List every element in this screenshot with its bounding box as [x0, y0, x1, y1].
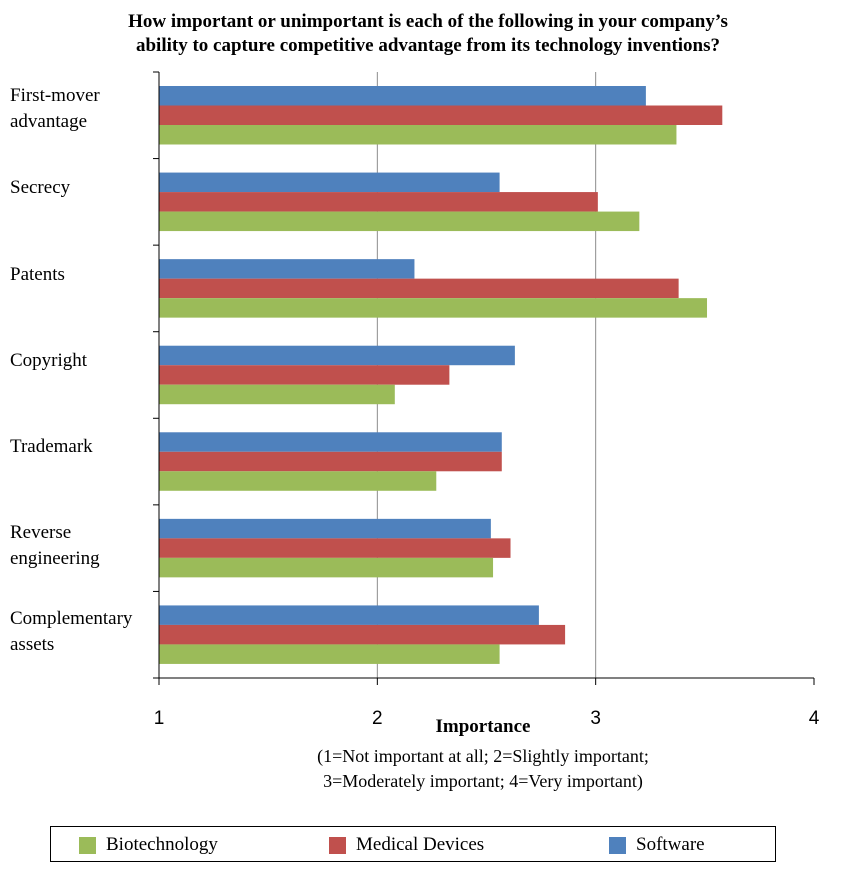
category-label-line: Secrecy: [10, 177, 71, 198]
bar-software-1: [159, 86, 646, 106]
bar-software-2: [159, 172, 500, 193]
category-label-5: Trademark: [10, 434, 93, 460]
category-label-1: First-mover advantage: [10, 83, 100, 135]
bar-medical-devices-3: [159, 278, 679, 299]
category-label-line: advantage: [10, 111, 88, 132]
legend-item-software: Software: [609, 833, 705, 857]
bar-biotechnology-2: [159, 211, 640, 232]
category-label-line: Reverse: [10, 522, 72, 543]
bar-medical-devices-6: [159, 538, 511, 558]
x-tick-label-3: 3: [590, 708, 601, 729]
bar-medical-devices-2: [159, 192, 598, 212]
category-label-4: Copyright: [10, 348, 87, 374]
category-label-line: Patents: [10, 264, 65, 285]
category-label-line: Copyright: [10, 350, 88, 371]
legend-item-biotechnology: Biotechnology: [79, 833, 218, 857]
x-tick-label-2: 2: [372, 708, 383, 729]
legend-label-software: Software: [636, 834, 705, 855]
bar-software-6: [159, 518, 491, 539]
legend-swatch-biotechnology: [79, 836, 96, 854]
category-label-line: Complementary: [10, 608, 133, 629]
bar-biotechnology-5: [159, 471, 437, 491]
bar-software-5: [159, 432, 502, 452]
chart-title: How important or unimportant is each of …: [20, 10, 836, 58]
legend-swatch-software: [609, 836, 626, 854]
x-axis-title: Importance: [435, 716, 531, 737]
bar-software-3: [159, 259, 415, 279]
category-label-line: Trademark: [10, 436, 93, 457]
bar-medical-devices-1: [159, 105, 723, 125]
x-axis-note: (1=Not important at all; 2=Slightly impo…: [0, 744, 856, 794]
legend-label-biotechnology: Biotechnology: [106, 834, 218, 855]
category-label-7: Complementary assets: [10, 606, 132, 658]
x-tick-label-1: 1: [154, 708, 165, 729]
bar-medical-devices-7: [159, 624, 566, 645]
chart-title-line-1: How important or unimportant is each of …: [128, 11, 728, 32]
bar-medical-devices-4: [159, 365, 450, 385]
chart-title-line-2: ability to capture competitive advantage…: [135, 35, 721, 56]
legend-swatch-medical-devices: [329, 836, 346, 854]
category-label-2: Secrecy: [10, 175, 70, 201]
category-label-line: assets: [10, 634, 55, 655]
bar-biotechnology-1: [159, 125, 677, 145]
bar-biotechnology-4: [159, 384, 395, 405]
bar-software-4: [159, 345, 515, 366]
bar-biotechnology-7: [159, 644, 500, 664]
category-label-3: Patents: [10, 262, 65, 288]
category-label-line: engineering: [10, 548, 100, 569]
legend: Biotechnology Medical Devices Software: [50, 826, 776, 862]
x-axis-note-line-1: (1=Not important at all; 2=Slightly impo…: [317, 746, 649, 766]
bar-biotechnology-6: [159, 557, 494, 578]
bar-software-7: [159, 605, 539, 625]
category-label-6: Reverse engineering: [10, 520, 100, 572]
x-tick-label-4: 4: [809, 708, 820, 729]
bar-medical-devices-5: [159, 451, 502, 472]
category-label-line: First-mover: [10, 85, 100, 106]
legend-item-medical-devices: Medical Devices: [329, 833, 484, 857]
bar-biotechnology-3: [159, 298, 708, 318]
legend-label-medical-devices: Medical Devices: [356, 834, 485, 855]
x-axis-note-line-2: 3=Moderately important; 4=Very important…: [323, 771, 643, 791]
